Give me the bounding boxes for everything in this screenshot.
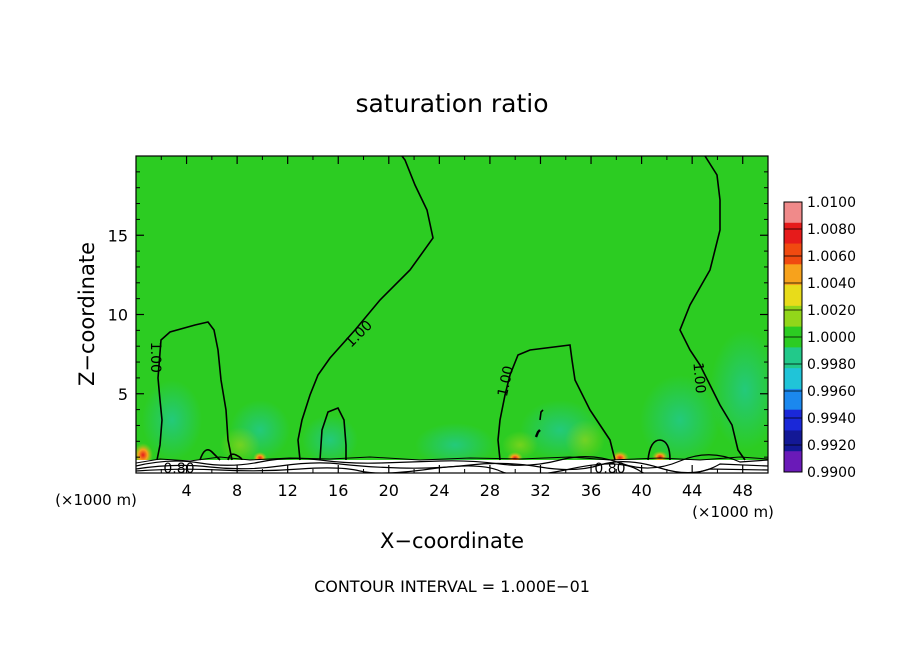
contour-label-text: 1.00 bbox=[495, 364, 517, 398]
plot-area: 1.001.001.00 1.000.80 0.80 bbox=[136, 156, 768, 477]
colorbar: 1.0100 1.0080 1.0060 1.0040 1.0020 1.0000 0.99… bbox=[783, 195, 856, 481]
x-tick-label-1: 8 bbox=[232, 481, 242, 500]
colorbar-swatch-11 bbox=[784, 430, 802, 452]
colorbar-label-8: 0.9940 bbox=[807, 411, 856, 427]
colorbar-swatch-3 bbox=[784, 264, 802, 286]
contour-bump-4 bbox=[227, 453, 243, 461]
colorbar-swatch-4 bbox=[784, 285, 802, 307]
x-tick-label-11: 48 bbox=[733, 481, 753, 500]
colorbar-swatch-2 bbox=[784, 243, 802, 265]
colorbar-label-1: 1.0080 bbox=[807, 222, 856, 238]
x-tick-label-4: 20 bbox=[379, 481, 399, 500]
contour-label-text: 1.00 bbox=[689, 362, 708, 394]
colorbar-swatch-7 bbox=[784, 347, 802, 369]
x-tick-label-5: 24 bbox=[429, 481, 449, 500]
contour-bump-3 bbox=[647, 439, 671, 461]
y-axis-label: Z−coordinate bbox=[75, 242, 99, 386]
contour-bump-1 bbox=[199, 449, 221, 461]
contour-label-text: 0.80 bbox=[594, 461, 625, 477]
contour-center-right bbox=[497, 344, 616, 461]
contour-label-5: 0.80 bbox=[594, 461, 625, 477]
colorbar-swatch-8 bbox=[784, 368, 802, 390]
contour-interval-note: CONTOUR INTERVAL = 1.000E−01 bbox=[314, 577, 590, 596]
contour-label-3: 1.00 bbox=[689, 362, 708, 394]
x-tick-label-3: 16 bbox=[328, 481, 348, 500]
contour-left bbox=[156, 321, 233, 461]
colorbar-label-2: 1.0060 bbox=[807, 249, 856, 265]
x-tick-label-10: 44 bbox=[682, 481, 702, 500]
colorbar-swatch-0 bbox=[784, 202, 802, 224]
contour-right bbox=[679, 156, 746, 461]
x-unit-left: (×1000 m) bbox=[55, 491, 137, 509]
colorbar-swatch-10 bbox=[784, 409, 802, 431]
y-tick-label-1: 10 bbox=[108, 306, 128, 325]
contours-1-00 bbox=[156, 156, 746, 461]
colorbar-swatch-9 bbox=[784, 388, 802, 411]
chart-title: saturation ratio bbox=[355, 89, 548, 118]
y-axis: 5 10 15 bbox=[108, 171, 768, 458]
colorbar-label-4: 1.0020 bbox=[807, 303, 856, 319]
colorbar-label-0: 1.0100 bbox=[807, 195, 856, 211]
x-tick-label-2: 12 bbox=[278, 481, 298, 500]
colorbar-swatch-1 bbox=[784, 222, 802, 245]
colorbar-swatch-5 bbox=[784, 305, 802, 328]
x-unit-right: (×1000 m) bbox=[692, 503, 774, 521]
colorbar-label-3: 1.0040 bbox=[807, 276, 856, 292]
contour-label-4: 0.80 bbox=[163, 461, 194, 477]
contour-label-text: 1.00 bbox=[147, 342, 163, 373]
contour-label-0: 1.00 bbox=[147, 342, 163, 373]
x-tick-label-7: 32 bbox=[530, 481, 550, 500]
y-tick-label-2: 15 bbox=[108, 226, 128, 245]
x-tick-label-9: 40 bbox=[631, 481, 651, 500]
colorbar-label-7: 0.9960 bbox=[807, 384, 856, 400]
surface-band bbox=[136, 454, 768, 473]
colorbar-label-5: 1.0000 bbox=[807, 330, 856, 346]
contour-label-text: 0.80 bbox=[163, 461, 194, 477]
x-tick-label-6: 28 bbox=[480, 481, 500, 500]
colorbar-swatch-12 bbox=[784, 451, 802, 473]
x-axis-label: X−coordinate bbox=[380, 529, 524, 553]
colorbar-label-9: 0.9920 bbox=[807, 438, 856, 454]
y-tick-label-0: 5 bbox=[118, 385, 128, 404]
x-axis: 4 8 12 16 20 24 28 32 36 40 44 48 bbox=[160, 156, 753, 500]
x-tick-label-8: 36 bbox=[581, 481, 601, 500]
contour-small-2 bbox=[539, 409, 544, 421]
contour-small bbox=[534, 429, 541, 438]
contour-center-plume bbox=[297, 156, 434, 461]
contour-bump-2 bbox=[319, 406, 347, 461]
colorbar-label-10: 0.9900 bbox=[807, 465, 856, 481]
x-tick-label-0: 4 bbox=[181, 481, 191, 500]
contour-label-2: 1.00 bbox=[495, 364, 517, 398]
colorbar-label-6: 0.9980 bbox=[807, 357, 856, 373]
